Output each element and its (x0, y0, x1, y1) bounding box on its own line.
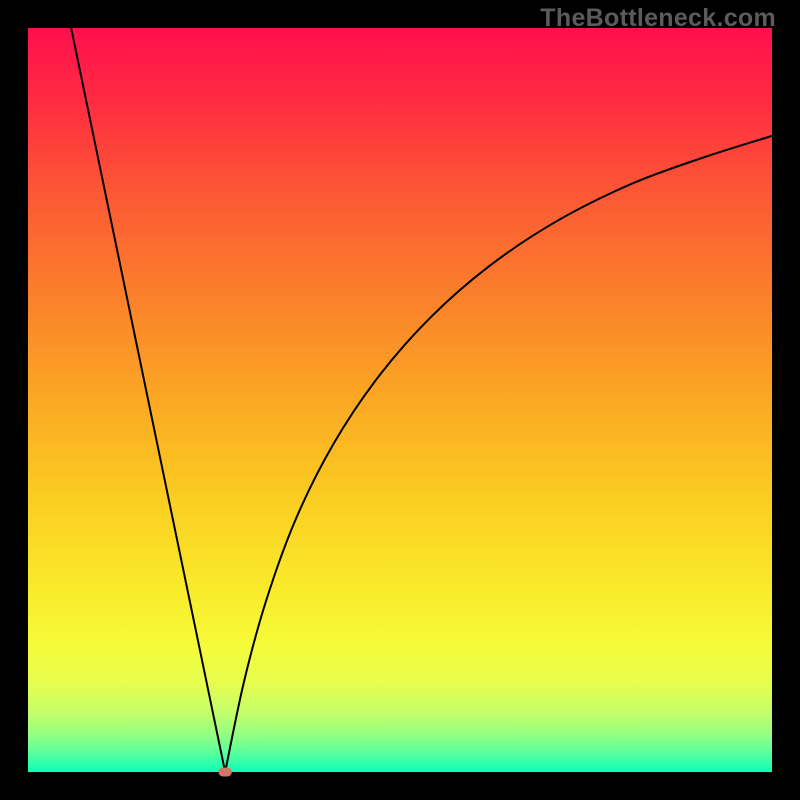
watermark-text: TheBottleneck.com (540, 4, 776, 33)
bottleneck-curve (71, 28, 772, 772)
optimum-marker (218, 768, 231, 777)
chart-container: TheBottleneck.com (0, 0, 800, 800)
curve-layer (0, 0, 800, 800)
